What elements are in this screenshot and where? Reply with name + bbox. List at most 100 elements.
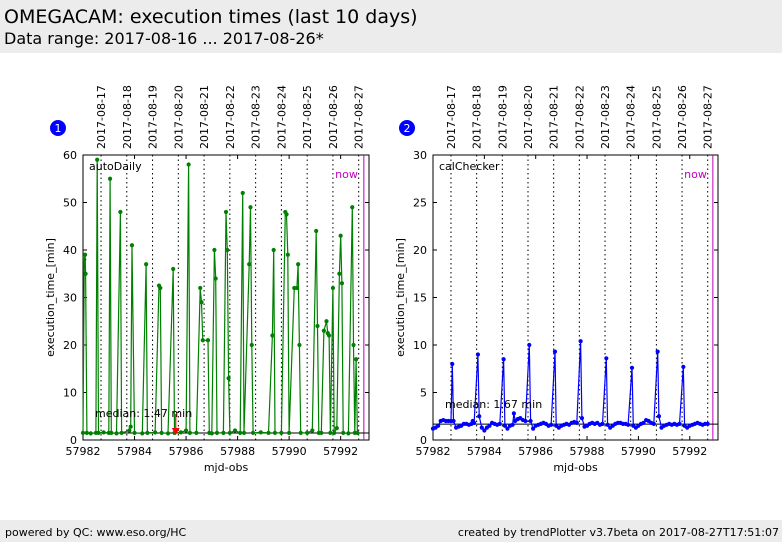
data-point — [528, 418, 533, 424]
panel-badge-number: 2 — [404, 122, 411, 135]
panel-badge — [399, 120, 415, 136]
data-point — [214, 430, 220, 435]
data-point — [351, 342, 356, 348]
data-point — [198, 285, 203, 291]
data-point — [341, 430, 346, 435]
data-point — [270, 333, 275, 338]
date-tick-label: 2017-08-25 — [650, 85, 663, 149]
data-point — [497, 421, 502, 426]
page-title: OMEGACAM: execution times (last 10 days) — [4, 6, 418, 28]
data-point — [531, 426, 536, 431]
data-point — [258, 430, 263, 435]
data-point — [153, 430, 158, 435]
page-footer: powered by QC: www.eso.org/HC created by… — [0, 520, 782, 542]
data-point — [326, 333, 332, 338]
data-point — [82, 257, 87, 262]
data-point — [477, 414, 482, 419]
data-point — [298, 430, 303, 435]
data-point — [451, 418, 456, 424]
data-point — [209, 431, 214, 436]
y-tick-label: 20 — [63, 339, 77, 352]
data-point — [482, 428, 487, 433]
data-point — [629, 365, 635, 370]
data-point — [511, 411, 516, 416]
data-point — [510, 422, 515, 427]
x-tick-label: 57992 — [672, 445, 707, 458]
data-point — [350, 205, 355, 210]
data-point — [96, 430, 101, 435]
footer-created-by: created by trendPlotter v3.7beta on 2017… — [457, 526, 779, 539]
data-point — [487, 423, 492, 428]
data-point — [84, 430, 89, 435]
date-tick-label: 2017-08-17 — [95, 85, 108, 149]
data-point — [284, 212, 289, 217]
data-point — [328, 430, 333, 435]
data-point — [144, 262, 149, 267]
date-tick-label: 2017-08-21 — [198, 85, 211, 149]
data-point — [305, 430, 310, 435]
data-point — [604, 356, 609, 361]
median-label: median: 1.47 min — [95, 407, 192, 420]
date-tick-label: 2017-08-24 — [625, 85, 638, 149]
data-point — [471, 420, 477, 425]
data-point — [128, 424, 133, 429]
x-tick-label: 57990 — [621, 445, 656, 458]
data-point — [109, 430, 114, 435]
charts-area: 2017-08-17 2017-08-18 2017-08-19 2017-08-20… — [44, 85, 719, 474]
data-point — [279, 430, 284, 435]
date-tick-label: 2017-08-19 — [496, 85, 509, 149]
date-tick-label: 2017-08-18 — [121, 85, 134, 149]
chart-panel-calchecker: 2017-08-17 2017-08-18 2017-08-19 2017-08-20… — [394, 85, 719, 474]
data-point — [656, 414, 662, 419]
x-axis-label: mjd-obs — [204, 461, 249, 474]
data-point — [641, 420, 646, 425]
data-point — [324, 319, 329, 324]
data-point — [505, 426, 510, 431]
x-tick-label: 57984 — [467, 445, 502, 458]
data-point — [212, 247, 217, 253]
data-point — [145, 430, 150, 435]
median-label: median: 1.67 min — [445, 398, 542, 411]
panel-label: autoDaily — [89, 160, 142, 173]
date-tick-label: 2017-08-21 — [548, 85, 561, 149]
y-tick-label: 20 — [413, 244, 427, 257]
data-point — [321, 328, 327, 333]
now-label: now — [335, 168, 358, 181]
y-axis-label: execution_time_[min] — [394, 238, 407, 357]
data-point — [501, 357, 506, 362]
data-point — [330, 285, 336, 291]
data-point — [140, 431, 145, 436]
data-point — [247, 262, 252, 267]
data-point — [127, 428, 132, 433]
data-point — [171, 266, 176, 272]
y-tick-label: 25 — [413, 197, 427, 210]
footer-powered-by: powered by QC: www.eso.org/HC — [5, 526, 187, 539]
data-point — [266, 430, 271, 435]
data-point — [285, 252, 290, 257]
data-point — [107, 176, 113, 181]
data-point — [527, 342, 532, 348]
data-point — [118, 209, 123, 215]
data-point — [479, 425, 484, 430]
data-point — [158, 285, 163, 291]
x-tick-label: 57982 — [416, 445, 451, 458]
date-tick-label: 2017-08-22 — [224, 85, 237, 149]
data-point — [178, 430, 184, 435]
data-point — [355, 430, 360, 435]
data-point — [626, 422, 631, 427]
data-point — [186, 162, 191, 167]
data-point — [319, 430, 324, 435]
x-tick-label: 57988 — [220, 445, 255, 458]
y-tick-label: 0 — [420, 434, 427, 447]
data-point — [677, 421, 682, 426]
data-point — [337, 271, 342, 276]
data-point — [334, 426, 339, 431]
x-tick-label: 57982 — [66, 445, 101, 458]
data-point — [339, 281, 345, 286]
data-point — [272, 430, 278, 435]
date-tick-label: 2017-08-20 — [172, 85, 185, 149]
data-point — [165, 431, 171, 436]
date-tick-label: 2017-08-26 — [327, 85, 340, 149]
plot-frame — [432, 154, 719, 441]
data-point — [605, 422, 610, 427]
